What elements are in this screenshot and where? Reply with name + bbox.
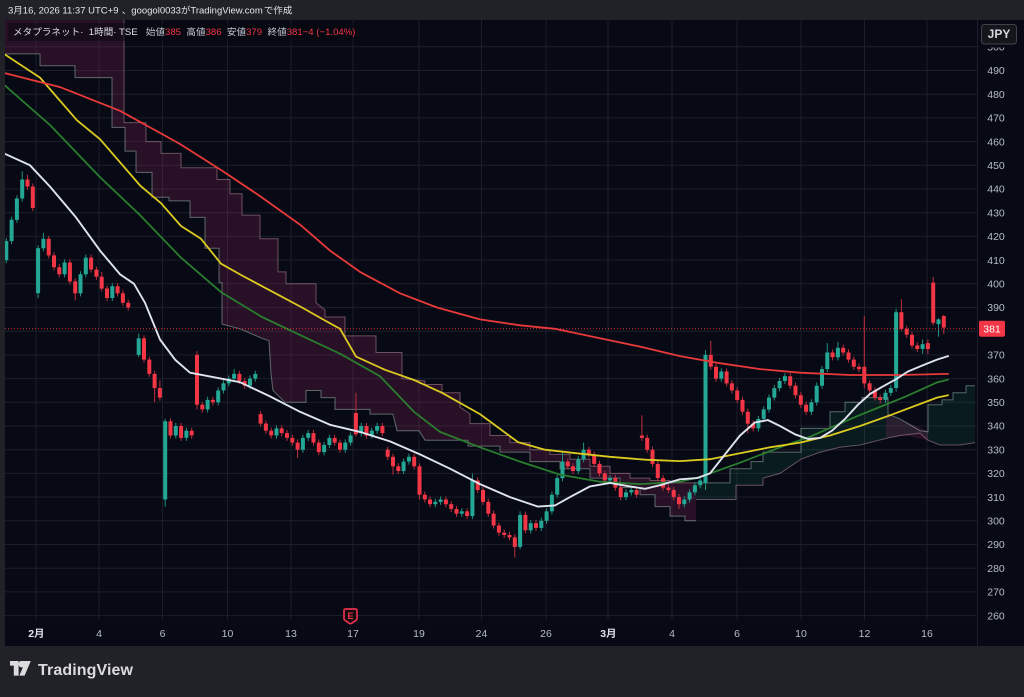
svg-text:10: 10: [795, 628, 807, 640]
svg-text:270: 270: [987, 587, 1005, 599]
svg-text:480: 480: [987, 89, 1005, 101]
svg-text:360: 360: [987, 373, 1005, 385]
svg-text:10: 10: [222, 628, 234, 640]
svg-text:386: 386: [206, 27, 222, 38]
svg-text:· TSE: · TSE: [113, 27, 137, 38]
svg-text:350: 350: [987, 397, 1005, 409]
svg-text:6: 6: [160, 628, 166, 640]
svg-text:260: 260: [987, 610, 1005, 622]
svg-text:460: 460: [987, 136, 1005, 148]
svg-text:330: 330: [987, 444, 1005, 456]
svg-text:420: 420: [987, 231, 1005, 243]
svg-text:24: 24: [476, 628, 488, 640]
svg-text:381: 381: [983, 324, 1001, 336]
svg-text:400: 400: [987, 279, 1005, 291]
svg-text:12: 12: [859, 628, 871, 640]
svg-text:E: E: [347, 611, 353, 621]
svg-text:280: 280: [987, 563, 1005, 575]
svg-text:4: 4: [669, 628, 675, 640]
svg-text:410: 410: [987, 255, 1005, 267]
svg-text:19: 19: [413, 628, 425, 640]
svg-text:26: 26: [540, 628, 552, 640]
svg-text:−4 (−1.04%): −4 (−1.04%): [303, 27, 356, 38]
svg-text:430: 430: [987, 207, 1005, 219]
svg-text:6: 6: [734, 628, 740, 640]
svg-text:JPY: JPY: [988, 27, 1011, 41]
svg-text:TradingView: TradingView: [38, 662, 134, 679]
svg-text:3: 3: [600, 628, 606, 640]
svg-text:·: ·: [80, 27, 83, 38]
svg-text:450: 450: [987, 160, 1005, 172]
svg-text:470: 470: [987, 113, 1005, 125]
svg-text:320: 320: [987, 468, 1005, 480]
svg-text:16: 16: [921, 628, 933, 640]
svg-text:310: 310: [987, 492, 1005, 504]
svg-text:13: 13: [285, 628, 297, 640]
svg-text:381: 381: [287, 27, 303, 38]
svg-text:340: 340: [987, 421, 1005, 433]
svg-text:300: 300: [987, 516, 1005, 528]
svg-text:3: 3: [8, 6, 13, 17]
svg-text:1: 1: [89, 27, 94, 38]
svg-text:4: 4: [96, 628, 102, 640]
svg-text:390: 390: [987, 302, 1005, 314]
svg-text:379: 379: [246, 27, 262, 38]
svg-text:440: 440: [987, 184, 1005, 196]
svg-text:370: 370: [987, 350, 1005, 362]
svg-text:TradingView.com: TradingView.com: [190, 6, 262, 17]
svg-text:17: 17: [347, 628, 359, 640]
svg-text:16, 2026 11:37 UTC+9: 16, 2026 11:37 UTC+9: [23, 6, 119, 17]
svg-text:490: 490: [987, 65, 1005, 77]
svg-text:googol0033: googol0033: [131, 6, 181, 17]
svg-text:290: 290: [987, 539, 1005, 551]
svg-text:385: 385: [165, 27, 181, 38]
svg-text:2: 2: [28, 628, 34, 640]
